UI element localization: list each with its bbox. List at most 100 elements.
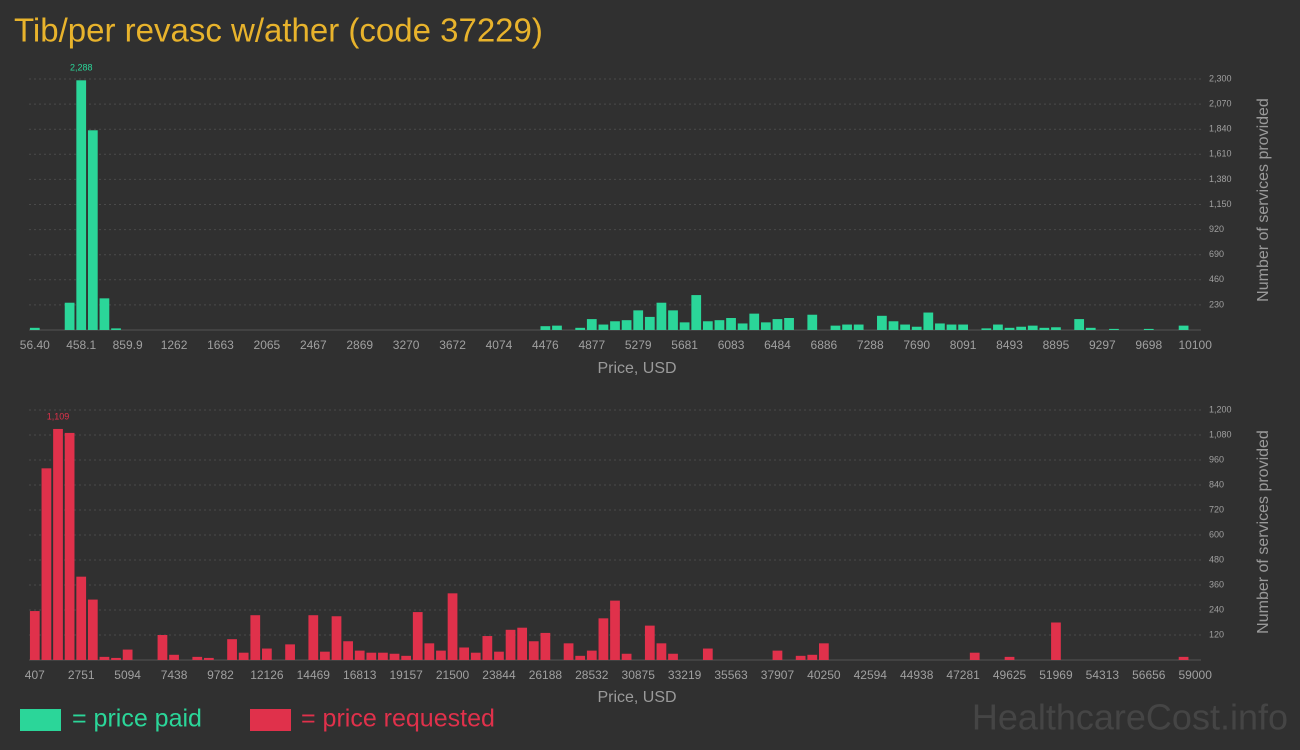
x-tick-label: 2467	[300, 338, 327, 352]
x-tick-label: 42594	[854, 668, 888, 682]
bar	[737, 323, 748, 330]
x-tick-label: 4476	[532, 338, 559, 352]
bar	[528, 641, 539, 660]
bar	[993, 324, 1003, 330]
x-tick-label: 40250	[807, 668, 841, 682]
bar	[540, 326, 551, 330]
bar	[87, 599, 98, 660]
bar	[644, 316, 655, 330]
x-tick-label: 23844	[482, 668, 516, 682]
x-tick-label: 16813	[343, 668, 377, 682]
bar	[772, 319, 783, 330]
bar	[1143, 328, 1154, 330]
x-tick-label: 2869	[346, 338, 373, 352]
y-tick-label: 460	[1209, 274, 1224, 284]
x-tick-label: 1663	[207, 338, 234, 352]
bar	[87, 130, 98, 330]
legend-swatch	[250, 709, 291, 731]
bar	[227, 639, 237, 660]
bar	[192, 656, 203, 660]
bar	[41, 468, 52, 660]
bar	[366, 652, 377, 660]
y-tick-label: 1,080	[1209, 429, 1232, 439]
bar	[111, 328, 121, 330]
bar	[517, 627, 528, 660]
bar	[64, 302, 75, 330]
bar	[842, 324, 852, 330]
bar	[563, 643, 574, 660]
bar	[644, 625, 655, 660]
x-axis-title: Price, USD	[597, 360, 676, 377]
bar	[250, 615, 261, 660]
bar	[830, 325, 841, 330]
bar	[668, 310, 678, 330]
bar	[29, 611, 40, 660]
x-tick-label: 51969	[1039, 668, 1073, 682]
bar	[64, 432, 75, 660]
x-tick-label: 35563	[714, 668, 748, 682]
bar	[656, 643, 667, 660]
bar	[169, 654, 179, 660]
bar	[679, 322, 690, 330]
bar	[1074, 319, 1085, 330]
bar	[308, 615, 319, 660]
bar	[598, 618, 609, 660]
x-tick-label: 28532	[575, 668, 609, 682]
value-label: 2,288	[70, 63, 93, 73]
x-tick-label: 6083	[718, 338, 745, 352]
bar	[1004, 327, 1015, 330]
y-tick-label: 690	[1209, 249, 1224, 259]
y-tick-label: 1,150	[1209, 199, 1232, 209]
bar	[981, 328, 992, 330]
x-tick-label: 4877	[578, 338, 605, 352]
x-tick-label: 458.1	[66, 338, 96, 352]
x-tick-label: 859.9	[113, 338, 143, 352]
bar	[958, 324, 968, 330]
y-tick-label: 600	[1209, 529, 1224, 539]
bar	[760, 322, 771, 330]
x-tick-label: 12126	[250, 668, 284, 682]
bar	[459, 647, 470, 660]
bar	[412, 612, 423, 660]
x-tick-label: 3270	[393, 338, 420, 352]
bar	[53, 428, 63, 660]
bar	[262, 648, 272, 660]
bar	[784, 317, 794, 330]
bar	[1004, 656, 1015, 660]
bar	[877, 315, 887, 330]
y-axis-title: Number of services provided	[1255, 98, 1272, 302]
x-tick-label: 47281	[946, 668, 980, 682]
bar	[1027, 325, 1038, 330]
x-tick-label: 33219	[668, 668, 702, 682]
bar	[482, 636, 493, 660]
bar	[702, 321, 713, 330]
bar	[378, 652, 388, 660]
bar	[610, 321, 620, 330]
x-tick-label: 2065	[254, 338, 281, 352]
bar	[122, 649, 133, 660]
bar	[923, 312, 934, 330]
x-tick-label: 59000	[1179, 668, 1213, 682]
bar	[726, 317, 736, 330]
bar	[575, 327, 586, 330]
bar	[586, 650, 597, 660]
y-tick-label: 230	[1209, 299, 1224, 309]
x-tick-label: 21500	[436, 668, 470, 682]
x-tick-label: 5094	[114, 668, 141, 682]
bar	[29, 327, 40, 330]
y-tick-label: 120	[1209, 629, 1224, 639]
bar	[946, 324, 957, 330]
bar	[552, 325, 562, 330]
x-tick-label: 56656	[1132, 668, 1166, 682]
bar	[807, 654, 818, 660]
bar	[691, 295, 702, 330]
bar	[320, 651, 330, 660]
y-tick-label: 240	[1209, 604, 1224, 614]
bar	[853, 324, 864, 330]
x-tick-label: 1262	[161, 338, 188, 352]
bar	[331, 616, 342, 660]
x-tick-label: 6886	[811, 338, 838, 352]
bar	[238, 652, 249, 660]
